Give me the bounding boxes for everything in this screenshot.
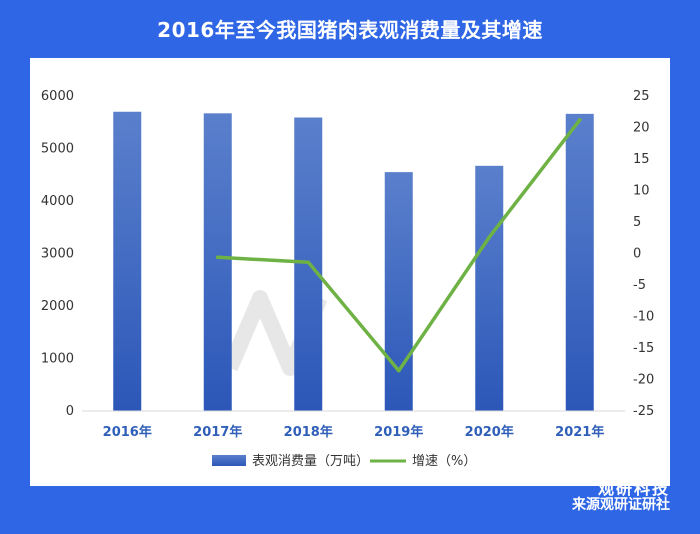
bar bbox=[203, 113, 232, 411]
chart-panel: 0 1000 2000 3000 4000 5000 6000 -25 -20 -15 -10 -5 0… bbox=[30, 58, 670, 486]
y-right-tick-label: 0 bbox=[633, 247, 641, 262]
y-right-tick-label: 10 bbox=[633, 184, 650, 199]
y-right-tick-label: -25 bbox=[633, 404, 654, 419]
y-left-tick-label: 4000 bbox=[41, 194, 74, 209]
legend-line-label: 增速（%） bbox=[412, 454, 476, 469]
y-right-tick-label: 5 bbox=[633, 215, 641, 230]
y-left-tick-label: 3000 bbox=[41, 247, 74, 262]
legend-bar-label: 表观消费量（万吨） bbox=[252, 454, 369, 469]
y-right-tick-label: -10 bbox=[633, 310, 654, 325]
y-right-tick-label: 15 bbox=[633, 152, 650, 167]
y-left-tick-label: 5000 bbox=[41, 142, 74, 157]
y-right-tick-label: -15 bbox=[633, 341, 654, 356]
bar bbox=[113, 111, 142, 411]
bar bbox=[565, 113, 594, 411]
source-note: 观研科技 来源观研证研社 bbox=[572, 480, 670, 514]
x-tick-label: 2021年 bbox=[555, 424, 604, 440]
y-right-tick-label: -5 bbox=[633, 278, 646, 293]
brand-text: 观研科技 bbox=[597, 479, 670, 498]
y-left-tick-label: 1000 bbox=[41, 352, 74, 367]
y-left-tick-label: 0 bbox=[66, 404, 74, 419]
bar bbox=[384, 172, 413, 411]
line-point bbox=[396, 368, 401, 373]
line-point bbox=[577, 118, 582, 122]
line-point bbox=[215, 255, 220, 260]
x-tick-label: 2018年 bbox=[284, 424, 333, 440]
x-tick-label: 2019年 bbox=[374, 424, 423, 440]
x-tick-label: 2016年 bbox=[103, 424, 152, 440]
y-right-tick-label: 20 bbox=[633, 121, 650, 136]
x-tick-label: 2020年 bbox=[465, 424, 514, 440]
y-right-tick-label: 25 bbox=[633, 89, 650, 104]
combo-chart: 0 1000 2000 3000 4000 5000 6000 -25 -20 -15 -10 -5 0… bbox=[41, 89, 654, 469]
bar bbox=[475, 165, 504, 411]
chart-title: 2016年至今我国猪肉表观消费量及其增速 bbox=[157, 18, 543, 42]
y-left-tick-label: 2000 bbox=[41, 299, 74, 314]
line-point bbox=[487, 235, 492, 239]
y-left-tick-label: 6000 bbox=[41, 89, 74, 104]
line-point bbox=[306, 260, 311, 265]
legend-bar-swatch bbox=[212, 455, 246, 466]
y-right-tick-label: -20 bbox=[633, 373, 654, 388]
x-tick-label: 2017年 bbox=[193, 424, 242, 440]
source-text: 来源观研证研社 bbox=[572, 497, 670, 513]
